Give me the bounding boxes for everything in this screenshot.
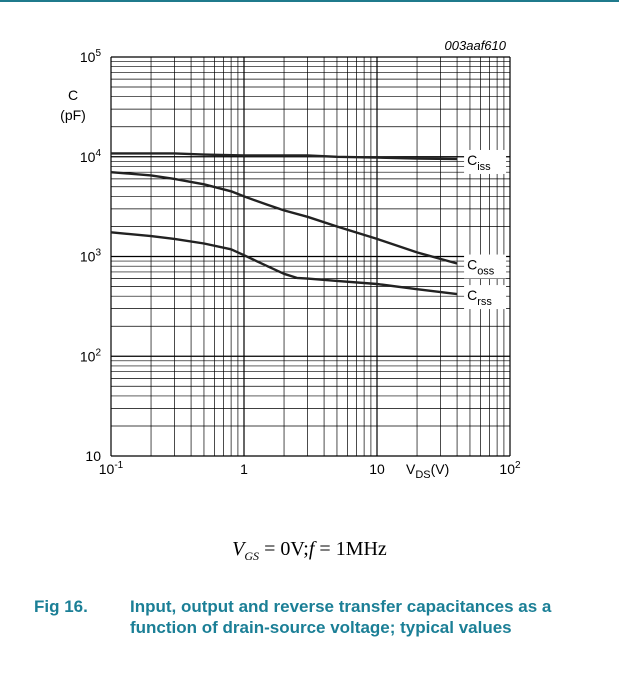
vgs-value: = 0V; — [259, 538, 309, 560]
x-tick-label: 102 — [499, 460, 521, 477]
f-value: = 1MHz — [314, 538, 387, 560]
figure-id: 003aaf610 — [445, 38, 507, 53]
series-line-oss — [110, 171, 458, 265]
y-tick-label: 10 — [85, 448, 101, 464]
x-axis-label-bg — [400, 458, 470, 482]
caption-text: Input, output and reverse transfer capac… — [130, 597, 552, 637]
y-tick-label: 103 — [80, 248, 102, 265]
series-line-iss — [111, 152, 458, 161]
top-rule — [0, 0, 619, 2]
capacitance-chart: 10-1 1 10 102 10 102 103 104 105 C (pF) VDS(V) Ciss C… — [60, 38, 521, 482]
series-label-oss: Coss — [467, 257, 495, 278]
series-label-bg — [464, 149, 507, 174]
series-line-rss — [110, 231, 458, 296]
x-tick-label: 10-1 — [99, 460, 124, 477]
series-label-bg — [464, 254, 507, 279]
y-axis-unit: (pF) — [60, 107, 86, 123]
test-condition: VGS = 0V;f = 1MHz — [0, 538, 619, 564]
vgs-symbol: V — [232, 538, 245, 560]
curves — [110, 152, 458, 296]
x-tick-label: 1 — [240, 461, 248, 477]
vgs-subscript: GS — [244, 549, 260, 563]
y-tick-label: 104 — [80, 148, 102, 165]
labels: 10-1 1 10 102 10 102 103 104 105 C (pF) VDS(V) Ciss C… — [60, 48, 521, 482]
grid — [110, 56, 511, 457]
series-label-iss: Ciss — [467, 152, 491, 173]
y-tick-label: 102 — [80, 347, 102, 364]
series-label-rss: Crss — [467, 287, 492, 308]
caption-number: Fig 16. — [34, 597, 88, 616]
y-axis-symbol: C — [68, 87, 78, 103]
x-axis-label: VDS(V) — [406, 461, 449, 481]
y-tick-label: 105 — [80, 48, 102, 65]
x-tick-label: 10 — [369, 461, 385, 477]
f-symbol: f — [308, 538, 315, 560]
series-label-bg — [464, 285, 507, 310]
